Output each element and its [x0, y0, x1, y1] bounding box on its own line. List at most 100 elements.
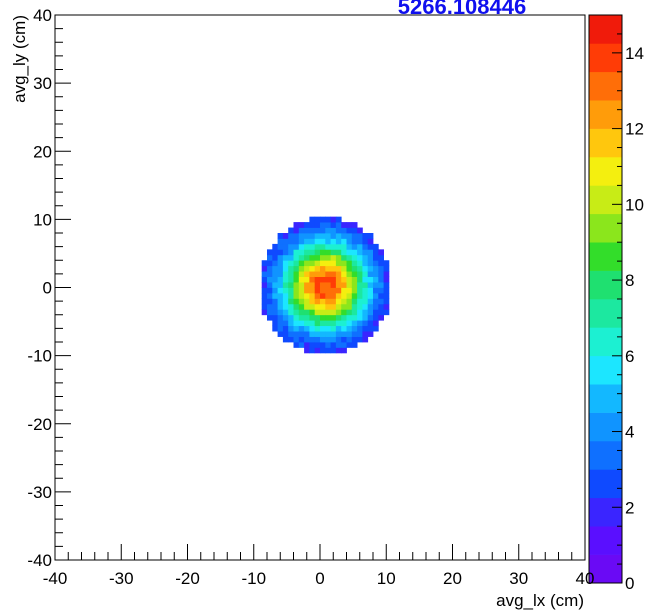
heatmap-cell — [288, 233, 294, 239]
heatmap-cell — [357, 249, 363, 256]
heatmap-cell — [277, 265, 284, 272]
heatmap-cell — [309, 347, 316, 354]
heatmap-cell — [277, 298, 284, 305]
heatmap-cell — [293, 314, 300, 321]
heatmap-cell — [357, 287, 363, 294]
heatmap-cell — [304, 276, 310, 283]
heatmap-cell — [325, 298, 331, 305]
heatmap-cell — [288, 314, 294, 321]
heatmap-cell — [309, 303, 316, 310]
heatmap-cell — [367, 243, 374, 250]
heatmap-cell — [378, 298, 384, 305]
heatmap-cell — [330, 292, 337, 299]
heatmap-cell — [367, 276, 374, 283]
heatmap-cell — [277, 254, 284, 261]
heatmap-cell — [335, 320, 342, 327]
heatmap-cell — [362, 320, 369, 327]
heatmap-cell — [298, 271, 305, 277]
heatmap-cell — [320, 238, 326, 245]
colorbar-segment — [589, 128, 622, 158]
heatmap-cell — [330, 336, 337, 343]
heatmap-cell — [293, 238, 300, 245]
colorbar-segment — [589, 100, 622, 129]
heatmap-cell — [325, 342, 331, 348]
heatmap-cell — [383, 309, 390, 316]
heatmap-cell — [357, 292, 363, 299]
heatmap-cell — [261, 265, 268, 272]
heatmap-cell — [335, 227, 342, 234]
heatmap-cell — [288, 309, 294, 316]
heatmap-cell — [277, 287, 284, 294]
heatmap-cell — [282, 336, 289, 343]
heatmap-cell — [325, 216, 331, 223]
heatmap-cell — [330, 331, 337, 337]
heatmap-cell — [367, 292, 374, 299]
heatmap-cell — [277, 260, 284, 267]
y-tick-label: 40 — [33, 6, 52, 25]
heatmap-cell — [351, 325, 358, 332]
heatmap-cell — [341, 342, 347, 348]
heatmap-cell — [298, 320, 305, 327]
heatmap-cell — [325, 292, 331, 299]
heatmap-cell — [367, 287, 374, 294]
heatmap-cell — [320, 227, 326, 234]
heatmap-cell — [314, 314, 321, 321]
heatmap-cell — [378, 282, 384, 288]
heatmap-cell — [351, 336, 358, 343]
heatmap-cell — [341, 271, 347, 277]
heatmap-cell — [320, 276, 326, 283]
heatmap-cell — [325, 276, 331, 283]
heatmap-cell — [282, 233, 289, 239]
heatmap-cell — [362, 265, 369, 272]
heatmap-cell — [267, 254, 273, 261]
heatmap-cell — [304, 325, 310, 332]
heatmap-cell — [351, 227, 358, 234]
heatmap-cell — [277, 320, 284, 327]
heatmap-cell — [314, 216, 321, 223]
heatmap-cell — [261, 298, 268, 305]
heatmap-cell — [341, 331, 347, 337]
heatmap-cell — [341, 265, 347, 272]
heatmap-cell — [282, 260, 289, 267]
heatmap-cell — [330, 254, 337, 261]
heatmap-cell — [367, 249, 374, 256]
heatmap-cell — [383, 276, 390, 283]
heatmap-cell — [282, 314, 289, 321]
heatmap-cell — [325, 243, 331, 250]
heatmap-cell — [267, 292, 273, 299]
heatmap-cell — [351, 271, 358, 277]
heatmap-cell — [320, 292, 326, 299]
heatmap-cell — [288, 254, 294, 261]
y-axis-title: avg_ly (cm) — [10, 15, 29, 103]
heatmap-cell — [304, 254, 310, 261]
heatmap-cell — [351, 309, 358, 316]
heatmap-cell — [330, 216, 337, 223]
heatmap-cell — [309, 243, 316, 250]
heatmap-cell — [304, 238, 310, 245]
heatmap-cell — [304, 342, 310, 348]
heatmap-cell — [357, 325, 363, 332]
x-tick-label: -20 — [175, 569, 200, 588]
heatmap-cell — [341, 320, 347, 327]
colorbar-segment — [589, 157, 622, 186]
heatmap-cell — [335, 347, 342, 354]
heatmap-cell — [367, 320, 374, 327]
heatmap-cell — [357, 298, 363, 305]
heatmap-cell — [314, 222, 321, 228]
heatmap-cell — [373, 292, 379, 299]
heatmap-cell — [341, 303, 347, 310]
colorbar-segment — [589, 355, 622, 385]
heatmap-cell — [335, 287, 342, 294]
heatmap-cell — [298, 243, 305, 250]
heatmap-cell — [367, 233, 374, 239]
heatmap-cell — [304, 314, 310, 321]
colorbar-tick-label: 4 — [625, 423, 634, 442]
heatmap-cell — [309, 342, 316, 348]
heatmap-cell — [267, 303, 273, 310]
heatmap-cell — [346, 276, 353, 283]
colorbar-segment — [589, 384, 622, 413]
heatmap-cell — [357, 282, 363, 288]
heatmap-cell — [357, 260, 363, 267]
heatmap-cell — [261, 292, 268, 299]
heatmap-cell — [314, 233, 321, 239]
